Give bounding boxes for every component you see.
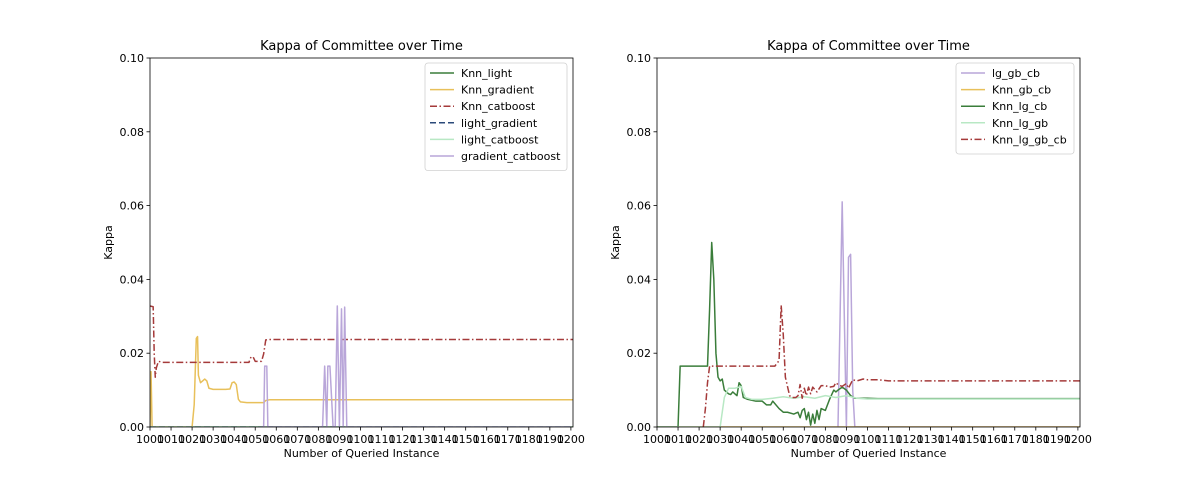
series-lines [150,305,573,427]
series-line-Knn_lg_cb [657,241,1080,427]
y-tick-label: 0.00 [627,421,652,434]
y-tick-label: 0.02 [120,347,145,360]
x-tick-label: 1150 [959,433,987,446]
x-tick-label: 1100 [853,433,881,446]
series-line-Knn_gradient [150,335,573,427]
x-tick-label: 1100 [346,433,374,446]
legend-label-lg_gb_cb: lg_gb_cb [992,67,1040,80]
axes-frame [656,57,1081,428]
x-axis-label: Number of Queried Instance [791,447,947,460]
legend-label-Knn_gradient: Knn_gradient [461,84,535,97]
legend-box [424,62,568,171]
series-line-Knn_catboost [150,305,573,378]
axes-frame [149,57,574,428]
y-tick-label: 0.06 [120,200,145,213]
x-tick-label: 1080 [811,433,839,446]
y-tick-label: 0.04 [627,273,652,286]
x-tick-label: 1090 [832,433,860,446]
chart-title: Kappa of Committee over Time [260,39,463,54]
y-tick-label: 0.10 [120,52,145,65]
x-tick-label: 1070 [283,433,311,446]
legend-label-Knn_light: Knn_light [461,67,513,80]
x-tick-label: 1160 [980,433,1008,446]
legend-label-Knn_lg_gb_cb: Knn_lg_gb_cb [992,133,1067,146]
chart-title: Kappa of Committee over Time [767,39,970,54]
series-line-Knn_lg_gb_cb [702,304,1080,427]
x-tick-label: 1120 [389,433,417,446]
series-line-Knn_lg_gb [657,385,1080,427]
x-tick-label: 1010 [664,433,692,446]
x-tick-label: 1030 [706,433,734,446]
legend-label-Knn_catboost: Knn_catboost [461,100,536,113]
x-tick-label: 1110 [874,433,902,446]
y-tick-label: 0.04 [120,273,145,286]
x-tick-label: 1200 [1064,433,1092,446]
x-tick-label: 1030 [199,433,227,446]
y-tick-label: 0.02 [627,347,652,360]
legend: Knn_light Knn_gradient Knn_catboost light_g… [424,62,568,171]
x-tick-label: 1070 [790,433,818,446]
x-tick-label: 1200 [557,433,585,446]
x-tick-label: 1110 [367,433,395,446]
legend-label-Knn_gb_cb: Knn_gb_cb [992,84,1051,97]
x-tick-label: 1180 [1022,433,1050,446]
x-tick-label: 1150 [452,433,480,446]
x-tick-label: 1140 [938,433,966,446]
x-tick-label: 1160 [473,433,501,446]
chart-2: Kappa of Committee over Time 0.00 0.02 0.04… [609,39,1092,460]
x-tick-label: 1120 [896,433,924,446]
x-tick-label: 1130 [917,433,945,446]
x-tick-label: 1020 [685,433,713,446]
x-tick-label: 1000 [136,433,164,446]
x-tick-label: 1010 [157,433,185,446]
x-tick-label: 1190 [1043,433,1071,446]
y-tick-label: 0.10 [627,52,652,65]
series-line-lg_gb_cb [837,201,1078,427]
y-tick-label: 0.06 [627,200,652,213]
x-tick-label: 1000 [643,433,671,446]
y-tick-label: 0.08 [627,126,652,139]
x-tick-label: 1050 [748,433,776,446]
y-axis-label: Kappa [102,225,115,259]
x-tick-label: 1050 [241,433,269,446]
y-axis-label: Kappa [609,225,622,259]
x-tick-label: 1020 [178,433,206,446]
x-tick-label: 1170 [1001,433,1029,446]
x-tick-label: 1090 [325,433,353,446]
legend-label-Knn_lg_gb: Knn_lg_gb [992,117,1048,130]
x-axis-label: Number of Queried Instance [284,447,440,460]
legend: lg_gb_cb Knn_gb_cb Knn_lg_cb Knn_lg_gb Knn_l… [955,62,1075,155]
legend-label-light_catboost: light_catboost [461,133,539,146]
x-tick-label: 1040 [727,433,755,446]
x-tick-label: 1170 [494,433,522,446]
x-tick-label: 1130 [410,433,438,446]
legend-label-light_gradient: light_gradient [461,117,538,130]
legend-label-Knn_lg_cb: Knn_lg_cb [992,100,1047,113]
x-tick-label: 1060 [769,433,797,446]
y-tick-label: 0.00 [120,421,145,434]
x-tick-label: 1040 [220,433,248,446]
series-lines [657,201,1080,427]
legend-box [955,62,1075,155]
legend-label-gradient_catboost: gradient_catboost [461,150,561,163]
x-tick-label: 1080 [304,433,332,446]
x-tick-label: 1190 [536,433,564,446]
chart-1: Kappa of Committee over Time 0.00 0.02 0.04… [102,39,585,460]
series-line-gradient_catboost [261,305,571,427]
x-tick-label: 1140 [431,433,459,446]
x-tick-label: 1060 [262,433,290,446]
x-tick-label: 1180 [515,433,543,446]
y-tick-label: 0.08 [120,126,145,139]
